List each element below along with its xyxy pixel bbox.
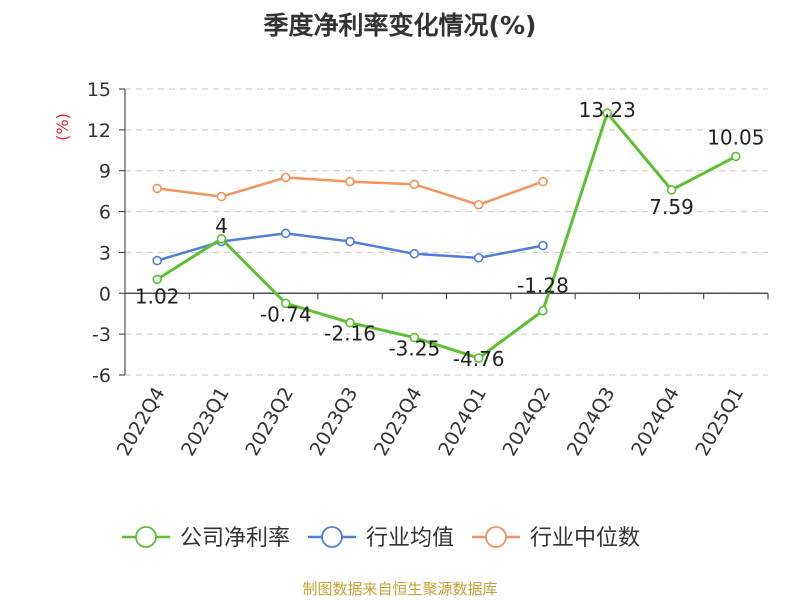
- data-label: -2.16: [324, 322, 376, 346]
- x-tick-label: 2022Q4: [113, 384, 170, 460]
- y-tick-label: 15: [87, 79, 111, 101]
- data-point: [280, 172, 291, 183]
- y-tick-label: 3: [99, 242, 111, 264]
- series-line-0: [156, 111, 737, 360]
- data-point: [538, 240, 548, 251]
- data-point: [216, 234, 227, 244]
- x-tick-label: 2025Q1: [691, 384, 748, 460]
- data-point: [345, 236, 355, 247]
- data-point: [152, 274, 162, 285]
- x-tick-label: 2024Q3: [563, 384, 620, 460]
- x-tick-label: 2024Q4: [627, 384, 684, 460]
- legend-label: 公司净利率: [180, 526, 290, 551]
- data-point: [731, 151, 741, 162]
- data-label: -3.25: [388, 337, 440, 361]
- data-point: [666, 185, 677, 195]
- data-point: [152, 183, 162, 194]
- data-point: [152, 255, 162, 266]
- chart-title: 季度净利率变化情况(%): [263, 11, 537, 40]
- data-label: 13.23: [579, 98, 636, 122]
- data-label: 7.59: [649, 195, 694, 219]
- y-tick-label: 12: [87, 120, 111, 142]
- data-point: [602, 108, 613, 118]
- data-label: -0.74: [260, 302, 312, 326]
- x-tick-label: 2023Q2: [241, 384, 298, 460]
- x-tick-label: 2023Q3: [306, 384, 363, 460]
- data-point: [409, 179, 420, 190]
- data-point: [538, 305, 548, 316]
- data-label: 10.05: [707, 125, 764, 149]
- legend-swatch-marker: [485, 526, 507, 548]
- data-point: [409, 332, 420, 343]
- legend-label: 行业均值: [366, 526, 454, 551]
- x-tick-label: 2023Q1: [177, 384, 234, 460]
- data-label: -1.28: [517, 274, 569, 298]
- y-tick-label: -3: [92, 324, 111, 346]
- data-label: 4: [215, 214, 228, 238]
- y-tick-label: -6: [92, 365, 111, 387]
- data-label: 1.02: [135, 284, 180, 308]
- data-point: [409, 248, 420, 259]
- y-tick-label: 0: [99, 283, 111, 305]
- data-label: -4.76: [453, 347, 505, 371]
- data-point: [216, 191, 227, 202]
- data-point: [473, 253, 484, 263]
- data-point: [280, 298, 291, 309]
- data-point: [345, 317, 355, 328]
- data-point: [538, 176, 548, 187]
- legend-swatch-marker: [135, 526, 157, 548]
- data-point: [473, 199, 484, 210]
- x-tick-label: 2024Q2: [499, 384, 556, 460]
- data-point: [473, 353, 484, 363]
- y-tick-label: 9: [99, 161, 111, 183]
- legend-swatch-marker: [321, 526, 343, 548]
- x-tick-label: 2023Q4: [370, 384, 427, 460]
- legend-label: 行业中位数: [530, 526, 640, 551]
- data-point: [280, 228, 291, 239]
- source-note: 制图数据来自恒生聚源数据库: [302, 580, 498, 598]
- data-point: [345, 176, 355, 187]
- y-tick-label: 6: [99, 202, 111, 224]
- x-tick-label: 2024Q1: [434, 384, 491, 460]
- y-axis-label: (%): [53, 113, 72, 141]
